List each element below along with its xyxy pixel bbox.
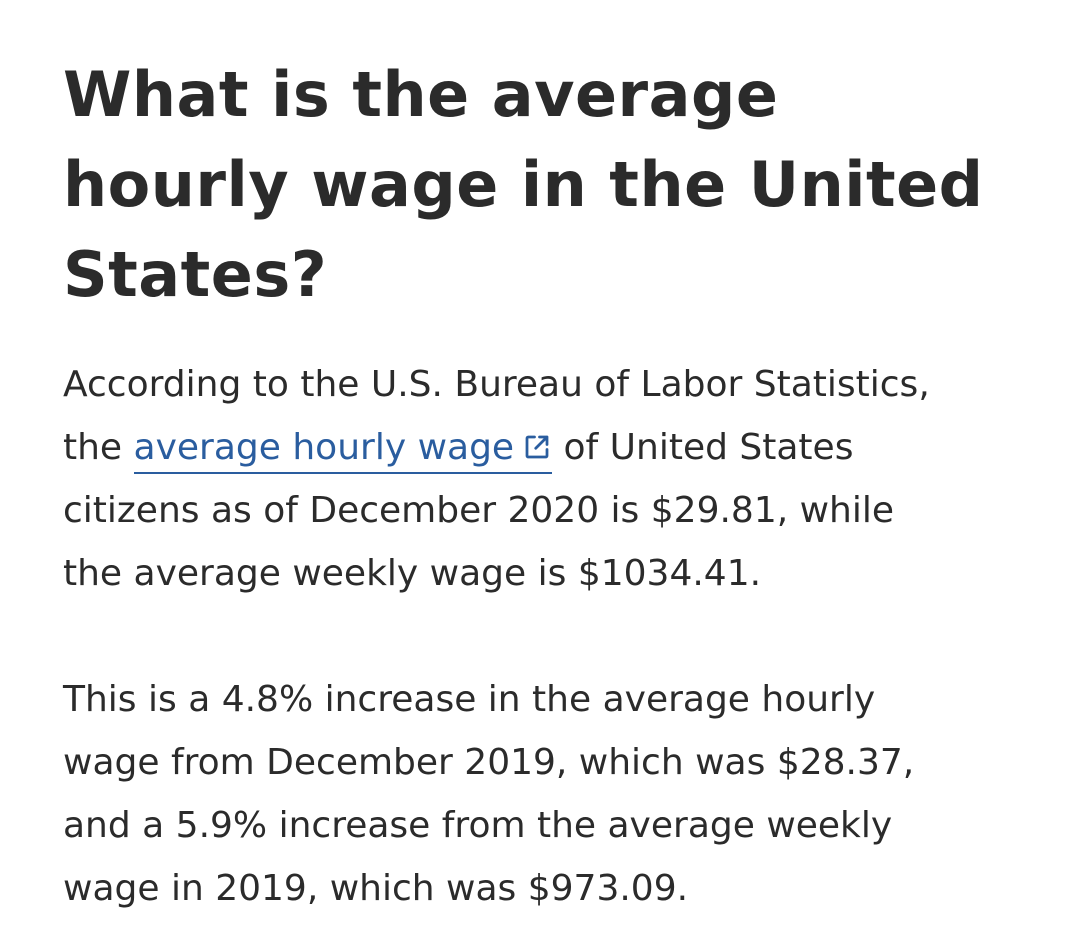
paragraph-line: the average hourly wage of United States bbox=[63, 418, 853, 478]
link-text[interactable]: average hourly wage bbox=[133, 427, 515, 468]
heading-line: States? bbox=[63, 238, 328, 311]
paragraph-line: and a 5.9% increase from the average wee… bbox=[63, 805, 893, 846]
external-link-icon[interactable] bbox=[522, 432, 552, 462]
link[interactable]: average hourly wage bbox=[133, 427, 553, 474]
paragraph-line: According to the U.S. Bureau of Labor St… bbox=[63, 364, 930, 405]
paragraph-line: This is a 4.8% increase in the average h… bbox=[63, 679, 876, 720]
paragraph-line: wage from December 2019, which was $28.3… bbox=[63, 742, 915, 783]
paragraph-line: citizens as of December 2020 is $29.81, … bbox=[63, 490, 895, 531]
text: of United States bbox=[563, 427, 854, 468]
text: the bbox=[63, 427, 123, 468]
paragraph-line: the average weekly wage is $1034.41. bbox=[63, 553, 762, 594]
heading-line: What is the average bbox=[63, 58, 779, 131]
paragraph-line: wage in 2019, which was $973.09. bbox=[63, 868, 689, 909]
heading-line: hourly wage in the United bbox=[63, 148, 984, 221]
